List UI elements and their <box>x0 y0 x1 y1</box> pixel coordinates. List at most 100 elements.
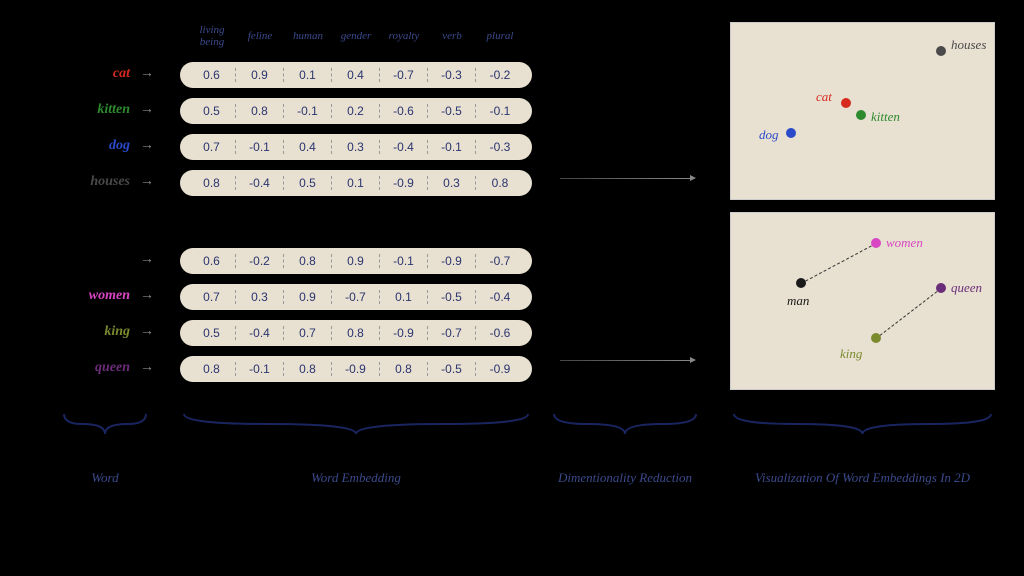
cell: -0.6 <box>476 326 524 340</box>
header-human: human <box>284 30 332 42</box>
word-label-kitten: kitten <box>70 102 130 118</box>
point-label-king: king <box>840 346 862 362</box>
cell: 0.7 <box>188 290 236 304</box>
cell: -0.4 <box>380 140 428 154</box>
brace-reduction <box>550 410 700 440</box>
cell: 0.4 <box>332 68 380 82</box>
point-label-dog: dog <box>759 127 779 143</box>
cell: -0.9 <box>380 326 428 340</box>
cell: -0.1 <box>428 140 476 154</box>
cell: 0.9 <box>236 68 284 82</box>
embedding-row-houses: 0.8-0.40.50.1-0.90.30.8 <box>180 170 532 196</box>
word-label-women: women <box>70 288 130 304</box>
brace-embedding <box>180 410 532 440</box>
cell: 0.9 <box>332 254 380 268</box>
cell: 0.8 <box>332 326 380 340</box>
cell: 0.6 <box>188 68 236 82</box>
word-label-king: king <box>70 324 130 340</box>
point-dog <box>786 128 796 138</box>
embedding-row-kitten: 0.50.8-0.10.2-0.6-0.5-0.1 <box>180 98 532 124</box>
cell: -0.7 <box>332 290 380 304</box>
cell: 0.1 <box>332 176 380 190</box>
point-label-cat: cat <box>816 89 832 105</box>
arrow-houses: → <box>140 174 154 190</box>
word-label-dog: dog <box>70 138 130 154</box>
cell: 0.5 <box>188 104 236 118</box>
cell: 0.7 <box>284 326 332 340</box>
cell: 0.5 <box>188 326 236 340</box>
arrow-women: → <box>140 288 154 304</box>
point-label-houses: houses <box>951 37 986 53</box>
word-label-houses: houses <box>70 174 130 190</box>
section-label-viz: Visualization Of Word Embeddings In 2D <box>730 470 995 486</box>
point-label-kitten: kitten <box>871 109 900 125</box>
header-plural: plural <box>476 30 524 42</box>
word-label-cat: cat <box>70 66 130 82</box>
point-label-man: man <box>787 293 809 309</box>
point-label-women: women <box>886 235 923 251</box>
viz-top: houses cat kitten dog <box>730 22 995 200</box>
cell: 0.8 <box>284 254 332 268</box>
arrow-blank: → <box>140 252 154 268</box>
header-verb: verb <box>428 30 476 42</box>
brace-word <box>60 410 150 440</box>
cell: -0.1 <box>284 104 332 118</box>
cell: -0.9 <box>332 362 380 376</box>
header-feline: feline <box>236 30 284 42</box>
point-houses <box>936 46 946 56</box>
cell: 0.8 <box>188 362 236 376</box>
cell: -0.7 <box>476 254 524 268</box>
cell: -0.9 <box>476 362 524 376</box>
cell: -0.7 <box>428 326 476 340</box>
section-label-embedding: Word Embedding <box>180 470 532 486</box>
section-label-reduction: Dimentionality Reduction <box>550 470 700 486</box>
header-living-being: living being <box>188 24 236 48</box>
cell: -0.1 <box>236 140 284 154</box>
embedding-row-women: 0.70.30.9-0.70.1-0.5-0.4 <box>180 284 532 310</box>
cell: -0.3 <box>428 68 476 82</box>
cell: -0.9 <box>428 254 476 268</box>
cell: -0.5 <box>428 362 476 376</box>
embedding-row-queen: 0.8-0.10.8-0.90.8-0.5-0.9 <box>180 356 532 382</box>
cell: 0.1 <box>284 68 332 82</box>
cell: -0.1 <box>380 254 428 268</box>
point-king <box>871 333 881 343</box>
viz-bottom: womenmanqueenking <box>730 212 995 390</box>
cell: 0.8 <box>476 176 524 190</box>
point-man <box>796 278 806 288</box>
word-label-queen: queen <box>70 360 130 376</box>
arrow-king: → <box>140 324 154 340</box>
reduction-arrow-0 <box>560 178 690 179</box>
cell: -0.2 <box>476 68 524 82</box>
cell: -0.3 <box>476 140 524 154</box>
cell: 0.8 <box>188 176 236 190</box>
cell: -0.6 <box>380 104 428 118</box>
embedding-row-king: 0.5-0.40.70.8-0.9-0.7-0.6 <box>180 320 532 346</box>
header-gender: gender <box>332 30 380 42</box>
arrow-kitten: → <box>140 102 154 118</box>
cell: 0.6 <box>188 254 236 268</box>
cell: 0.3 <box>236 290 284 304</box>
cell: 0.1 <box>380 290 428 304</box>
point-women <box>871 238 881 248</box>
cell: 0.5 <box>284 176 332 190</box>
section-label-word: Word <box>60 470 150 486</box>
cell: 0.3 <box>428 176 476 190</box>
cell: -0.9 <box>380 176 428 190</box>
cell: 0.2 <box>332 104 380 118</box>
arrow-queen: → <box>140 360 154 376</box>
embedding-row-blank: 0.6-0.20.80.9-0.1-0.9-0.7 <box>180 248 532 274</box>
cell: -0.1 <box>476 104 524 118</box>
brace-viz <box>730 410 995 440</box>
point-kitten <box>856 110 866 120</box>
point-cat <box>841 98 851 108</box>
relation-line <box>876 288 942 339</box>
cell: 0.8 <box>236 104 284 118</box>
cell: -0.4 <box>476 290 524 304</box>
arrow-dog: → <box>140 138 154 154</box>
cell: -0.1 <box>236 362 284 376</box>
cell: 0.8 <box>284 362 332 376</box>
header-royalty: royalty <box>380 30 428 42</box>
point-queen <box>936 283 946 293</box>
cell: -0.4 <box>236 326 284 340</box>
